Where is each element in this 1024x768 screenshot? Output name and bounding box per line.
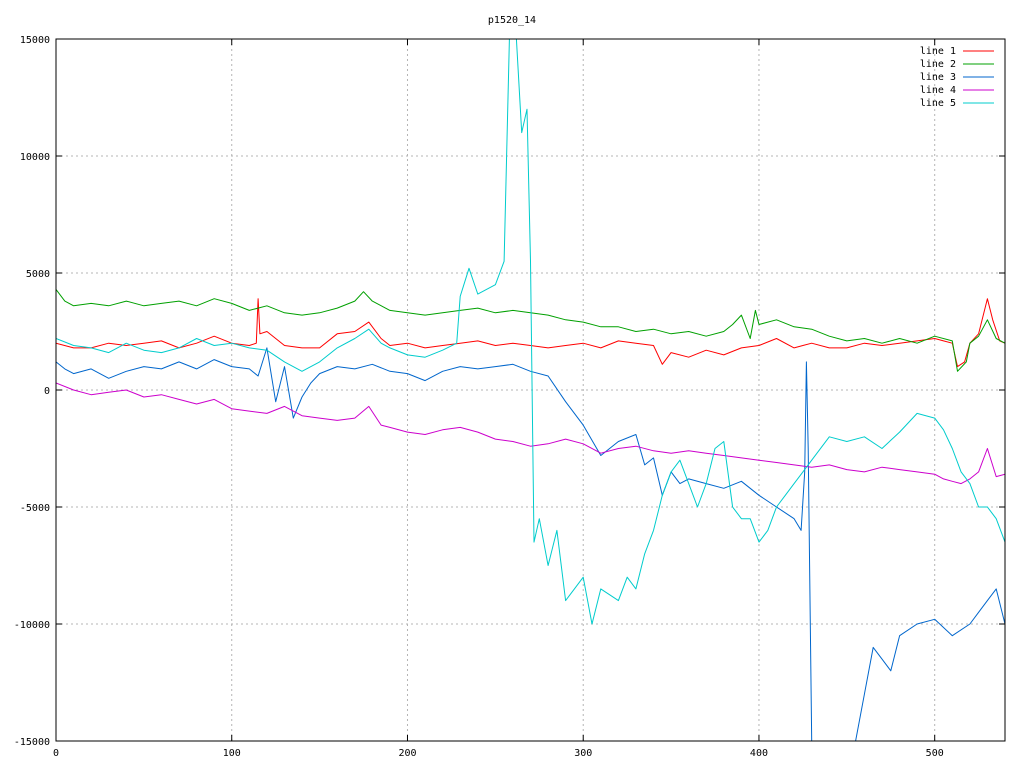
- series-line-1: [56, 298, 1005, 368]
- x-tick-label: 300: [574, 748, 592, 759]
- axis-ticks: 0 100 200 300 400 500 -15000 -10000 -5000 0 5000 10…: [14, 35, 1005, 759]
- x-tick-label: 400: [750, 748, 768, 759]
- y-tick-label: 5000: [26, 269, 50, 280]
- x-tick-label: 0: [53, 748, 59, 759]
- legend-label: line 3: [920, 72, 956, 83]
- y-tick-label: -5000: [20, 503, 50, 514]
- x-tick-label: 200: [398, 748, 416, 759]
- x-tick-label: 100: [223, 748, 241, 759]
- y-tick-label: 15000: [20, 35, 50, 46]
- legend-label: line 2: [920, 59, 956, 70]
- chart-title: p1520_14: [488, 15, 536, 26]
- legend-label: line 5: [920, 98, 956, 109]
- y-tick-label: -15000: [14, 737, 50, 748]
- y-tick-label: 0: [44, 386, 50, 397]
- legend-label: line 4: [920, 85, 956, 96]
- series-line-5: [56, 39, 1005, 625]
- series-line-4: [56, 382, 1005, 485]
- legend-label: line 1: [920, 46, 956, 57]
- grid: [56, 39, 1005, 741]
- y-tick-label: -10000: [14, 620, 50, 631]
- y-tick-label: 10000: [20, 152, 50, 163]
- legend: line 1 line 2 line 3 line 4 line 5: [920, 46, 994, 109]
- series-line-3: [56, 347, 1005, 741]
- series-group: [56, 39, 1005, 741]
- x-tick-label: 500: [926, 748, 944, 759]
- series-line-2: [56, 289, 1005, 372]
